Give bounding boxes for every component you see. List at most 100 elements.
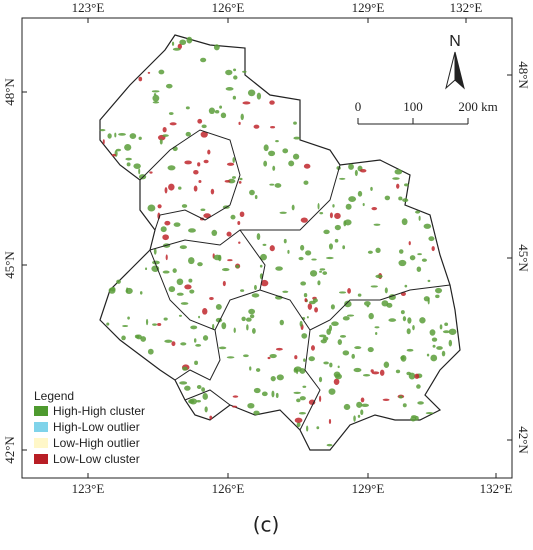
- cluster-patch: [186, 36, 193, 44]
- cluster-patch: [274, 183, 282, 188]
- cluster-patch: [412, 324, 415, 331]
- cluster-patch: [238, 241, 241, 244]
- cluster-patch: [220, 112, 227, 119]
- cluster-patch: [279, 211, 287, 214]
- cluster-patch: [253, 387, 261, 394]
- cluster-patch: [417, 401, 424, 405]
- cluster-patch: [359, 169, 367, 173]
- cluster-patch: [167, 165, 176, 171]
- cluster-patch: [428, 236, 435, 242]
- cluster-patch: [333, 378, 340, 385]
- cluster-patch: [162, 234, 169, 241]
- cluster-patch: [371, 207, 378, 211]
- cluster-patch: [207, 149, 211, 155]
- cluster-patch: [190, 325, 198, 330]
- cluster-patch: [296, 422, 301, 428]
- cluster-patch: [162, 126, 167, 133]
- cluster-patch: [282, 148, 289, 154]
- cluster-patch: [237, 221, 241, 226]
- cluster-patch: [180, 302, 189, 305]
- cluster-patch: [196, 385, 202, 389]
- cluster-patch: [375, 247, 381, 254]
- cluster-patch: [436, 346, 443, 350]
- cluster-patch: [282, 290, 289, 293]
- north-arrow: N: [445, 33, 465, 90]
- cluster-patch: [235, 264, 240, 269]
- cluster-patch: [314, 307, 318, 313]
- cluster-patch: [279, 319, 284, 326]
- cluster-patch: [233, 68, 237, 72]
- cluster-patch: [214, 109, 220, 114]
- cluster-patch: [309, 270, 318, 277]
- cluster-patch: [325, 256, 334, 260]
- lon-label: 123°E: [72, 481, 105, 496]
- cluster-patch: [344, 300, 352, 308]
- cluster-patch: [384, 287, 388, 294]
- cluster-patch: [435, 287, 443, 294]
- cluster-patch: [208, 107, 216, 115]
- caption: (c): [253, 513, 280, 537]
- cluster-patch: [415, 210, 421, 214]
- cluster-patch: [303, 293, 308, 298]
- cluster-patch: [334, 212, 341, 220]
- cluster-patch: [334, 238, 339, 243]
- cluster-patch: [269, 353, 277, 359]
- cluster-patch: [417, 253, 422, 256]
- cluster-patch: [318, 395, 322, 402]
- cluster-patch: [202, 308, 208, 315]
- cluster-patch: [193, 338, 197, 343]
- cluster-patch: [293, 368, 298, 373]
- cluster-patch: [328, 324, 333, 332]
- cluster-patch: [302, 385, 307, 388]
- cluster-patch: [226, 356, 235, 359]
- cluster-patch: [188, 257, 195, 265]
- cluster-patch: [178, 186, 182, 190]
- cluster-patch: [306, 316, 309, 319]
- cluster-patch: [288, 160, 295, 167]
- cluster-patch: [179, 381, 188, 385]
- cluster-patch: [158, 69, 165, 75]
- cluster-patch: [406, 328, 411, 335]
- cluster-patch: [374, 326, 380, 329]
- cluster-patch: [392, 177, 400, 180]
- cluster-patch: [224, 179, 231, 183]
- cluster-patch: [182, 366, 188, 371]
- cluster-patch: [218, 346, 227, 350]
- cluster-patch: [106, 322, 110, 326]
- cluster-patch: [222, 280, 226, 287]
- cluster-patch: [334, 224, 341, 231]
- cluster-patch: [329, 212, 333, 219]
- cluster-patch: [232, 157, 235, 163]
- cluster-patch: [368, 312, 374, 320]
- cluster-patch: [165, 254, 168, 261]
- cluster-patch: [189, 289, 195, 294]
- cluster-patch: [212, 323, 215, 330]
- lon-label: 132°E: [480, 481, 513, 496]
- cluster-patch: [291, 204, 295, 211]
- cluster-patch: [276, 374, 284, 381]
- cluster-patch: [197, 262, 203, 267]
- cluster-patch: [298, 411, 306, 415]
- cluster-patch: [125, 287, 133, 295]
- cluster-patch: [251, 293, 260, 298]
- cluster-patch: [267, 356, 271, 360]
- cluster-patch: [193, 169, 199, 175]
- cluster-patch: [400, 354, 407, 362]
- cluster-patch: [147, 71, 151, 74]
- cluster-patch: [242, 101, 251, 105]
- cluster-patch: [133, 163, 141, 169]
- cluster-patch: [304, 298, 308, 303]
- cluster-patch: [396, 183, 400, 189]
- cluster-patch: [116, 279, 121, 284]
- cluster-patch: [395, 369, 401, 374]
- cluster-patch: [249, 314, 255, 319]
- cluster-patch: [275, 392, 279, 399]
- cluster-patch: [317, 280, 321, 286]
- cluster-patch: [441, 350, 446, 357]
- cluster-patch: [337, 339, 343, 345]
- cluster-patch: [162, 134, 169, 137]
- cluster-patch: [323, 361, 329, 365]
- cluster-patch: [332, 204, 335, 208]
- cluster-patch: [318, 334, 327, 338]
- cluster-patch: [172, 268, 177, 273]
